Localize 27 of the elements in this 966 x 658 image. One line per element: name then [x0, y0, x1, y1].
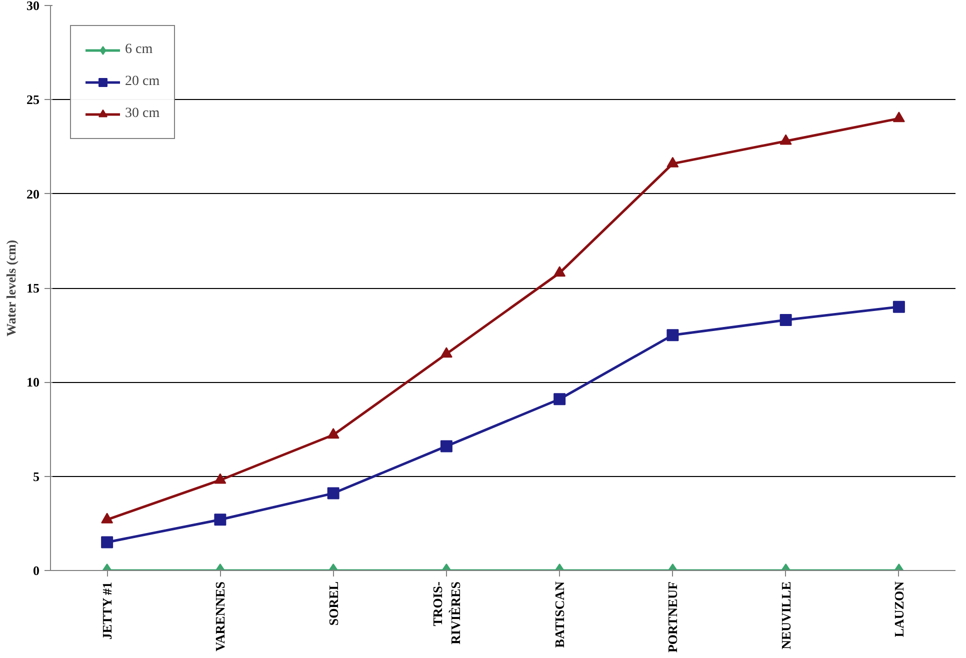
y-tick-label: 10: [26, 374, 40, 390]
point: [101, 512, 114, 524]
y-tick-label: 15: [26, 280, 40, 296]
y-tick-label: 20: [26, 186, 40, 202]
x-tick-label: NEUVILLE: [778, 581, 794, 650]
x-tick-label: PORTNEUF: [665, 581, 680, 653]
point: [666, 329, 679, 342]
x-tick-label: SOREL: [326, 581, 341, 626]
point: [780, 314, 792, 326]
y-axis-title: Water levels (cm): [4, 240, 18, 336]
x-tick-label: VARENNES: [212, 581, 228, 652]
y-tick-label: 0: [33, 563, 40, 578]
x-tick-label: LAUZON: [891, 580, 906, 638]
point: [440, 347, 452, 358]
legend-label: 6 cm: [125, 42, 153, 58]
point: [554, 393, 566, 406]
x-tick-label: TROIS- RIVIÈRES: [430, 581, 463, 644]
legend-label: 20 cm: [125, 74, 160, 90]
x-tick-label: BATISCAN: [552, 580, 568, 648]
point: [327, 428, 340, 439]
y-tick-label: 30: [26, 0, 40, 13]
y-tick-label: 5: [33, 468, 40, 484]
point: [892, 300, 905, 313]
point: [214, 473, 226, 484]
y-tick-label: 25: [26, 92, 40, 108]
legend-label: 30 cm: [125, 106, 160, 122]
x-tick-label: JETTY #1: [100, 582, 115, 640]
